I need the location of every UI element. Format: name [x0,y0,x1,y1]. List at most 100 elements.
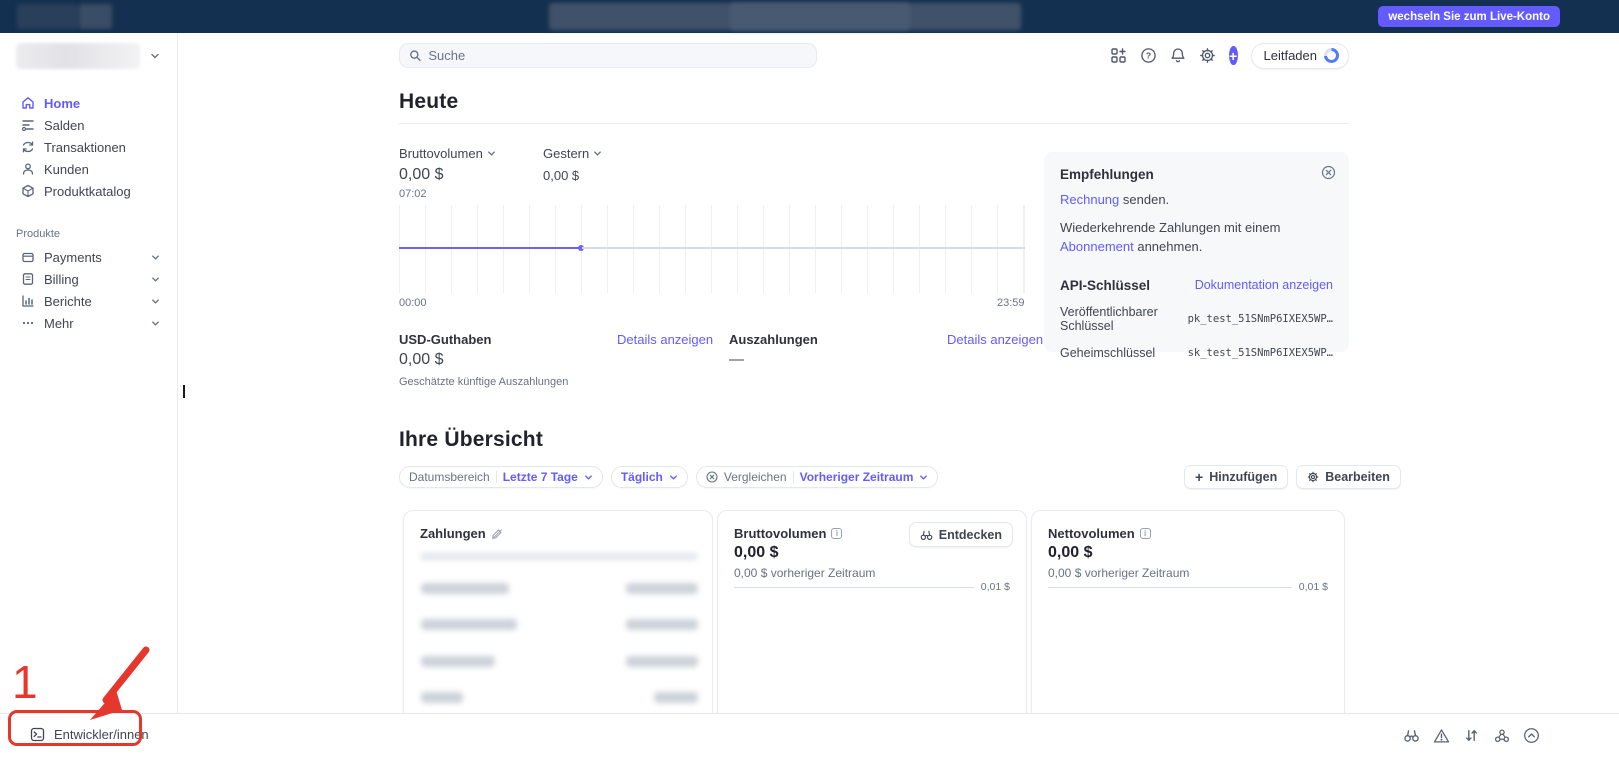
more-icon [20,316,35,331]
sidebar-item-label: Kunden [44,161,89,177]
date-range-label: Datumsbereich [409,470,490,484]
edit-overview-button[interactable]: Bearbeiten [1296,465,1401,489]
search-binoculars-icon[interactable] [1403,727,1420,744]
customers-icon [20,162,35,177]
redacted-account-name[interactable] [16,43,140,69]
product-catalog-icon [20,184,35,199]
developers-button[interactable]: Entwickler/innen [30,727,149,742]
webhook-icon[interactable] [1493,727,1510,744]
redacted-row-value [626,583,698,594]
plus-icon: + [1195,469,1204,485]
chevron-down-icon [152,276,159,282]
gross-volume-card[interactable]: Bruttovolumen i Entdecken 0,00 $ 0,00 $ … [717,510,1027,722]
notifications-bell-icon[interactable] [1170,47,1186,65]
help-icon[interactable]: ? [1140,47,1157,65]
sidebar-item-reports[interactable]: Berichte [0,290,178,312]
chevron-down-icon [152,320,159,326]
payments-card[interactable]: Zahlungen [403,510,713,722]
sidebar-item-more[interactable]: Mehr [0,312,178,334]
close-icon[interactable] [1321,165,1336,180]
guide-progress-ring [1324,48,1339,63]
search-bar[interactable] [399,43,817,68]
sidebar-item-billing[interactable]: Billing [0,268,178,290]
guide-button[interactable]: Leitfaden [1250,42,1349,69]
sidebar-item-customers[interactable]: Kunden [0,158,178,180]
compare-filter[interactable]: Vergleichen Vorheriger Zeitraum [695,466,939,488]
binoculars-icon [920,530,933,540]
redacted-address-bar-segment [730,3,910,30]
search-icon [410,50,421,62]
edit-gear-icon [1307,471,1319,483]
transfers-arrows-icon[interactable] [1463,727,1480,744]
gross-card-previous: 0,00 $ vorheriger Zeitraum [734,566,876,580]
chevron-down-icon [152,254,159,260]
gross-volume-selector[interactable]: Bruttovolumen [399,146,496,161]
payouts-details-link[interactable]: Details anzeigen [947,332,1044,347]
net-card-gridline [1048,587,1292,588]
usd-balance-details-link[interactable]: Details anzeigen [617,332,714,347]
redacted-row-value [626,656,698,667]
warning-icon[interactable] [1433,727,1450,744]
settings-gear-icon[interactable] [1199,47,1216,65]
api-docs-link[interactable]: Dokumentation anzeigen [1194,278,1333,293]
apps-add-icon[interactable] [1110,47,1127,65]
sidebar-item-payments[interactable]: Payments [0,246,178,268]
gross-volume-value: 0,00 $ [399,166,444,183]
redacted-row-label [421,583,509,594]
compare-label: Vergleichen [723,470,787,484]
redacted-row-value [626,619,698,630]
usd-balance-label: USD-Guthaben [399,332,492,347]
net-card-previous: 0,00 $ vorheriger Zeitraum [1048,566,1190,580]
pill-divider [792,471,794,483]
chart-axis-end: 23:59 [997,297,1025,309]
chevron-down-icon [152,298,159,304]
sidebar-item-label: Produktkatalog [44,183,131,199]
secret-key-value[interactable]: sk_test_51SNmP6IXEX5WP… [1187,346,1333,359]
sidebar-item-transactions[interactable]: Transaktionen [0,136,178,158]
top-bar: wechseln Sie zum Live-Konto [0,0,1619,33]
balances-icon [20,118,35,133]
net-card-value: 0,00 $ [1048,544,1093,561]
discover-button[interactable]: Entdecken [908,522,1013,547]
interval-value: Täglich [620,470,663,484]
redacted-row-label [421,656,495,667]
footer-icon-row [1403,727,1540,744]
sidebar-item-home[interactable]: Home [0,92,178,114]
remove-compare-icon[interactable] [706,471,718,483]
net-card-axis-label: 0,01 $ [1298,581,1328,593]
account-chevron-down-icon[interactable] [150,51,160,61]
sidebar-item-label: Salden [44,117,85,133]
invoice-link[interactable]: Rechnung [1060,192,1120,207]
payouts-value: — [729,351,744,368]
recommendations-title: Empfehlungen [1060,167,1154,182]
collapse-circle-icon[interactable] [1523,727,1540,744]
publishable-key-value[interactable]: pk_test_51SNmP6IXEX5WP… [1187,312,1333,325]
edit-pencil-icon[interactable] [491,528,503,540]
compare-value: Vorheriger Zeitraum [799,470,914,484]
sidebar-item-balances[interactable]: Salden [0,114,178,136]
info-icon: i [831,528,843,539]
gross-card-axis-label: 0,01 $ [980,581,1010,593]
sidebar-section-products: Produkte [16,228,61,240]
footer-bar: Entwickler/innen [0,713,1619,771]
create-plus-button[interactable]: + [1229,46,1238,65]
add-widget-button[interactable]: + Hinzufügen [1184,465,1289,489]
interval-filter[interactable]: Täglich [610,466,688,488]
tip-subscription-pre: Wiederkehrende Zahlungen mit einem [1060,219,1281,235]
guide-label: Leitfaden [1263,48,1318,63]
subscription-link[interactable]: Abonnement [1060,238,1134,254]
search-input[interactable] [428,48,807,63]
yesterday-selector[interactable]: Gestern [543,146,602,161]
terminal-icon [30,727,45,742]
net-volume-card[interactable]: Nettovolumen i 0,00 $ 0,00 $ vorheriger … [1031,510,1345,722]
date-range-value: Letzte 7 Tage [502,470,578,484]
net-card-title: Nettovolumen [1048,526,1135,541]
developers-label: Entwickler/innen [54,727,149,742]
switch-to-live-account-button[interactable]: wechseln Sie zum Live-Konto [1378,6,1560,27]
redacted-browser-tab [79,4,112,29]
date-range-filter[interactable]: Datumsbereich Letzte 7 Tage [399,466,603,488]
chevron-down-icon [920,474,928,480]
chart-remaining-line [582,247,1025,249]
sidebar-item-product-catalog[interactable]: Produktkatalog [0,180,178,202]
sidebar-item-label: Payments [44,249,102,265]
